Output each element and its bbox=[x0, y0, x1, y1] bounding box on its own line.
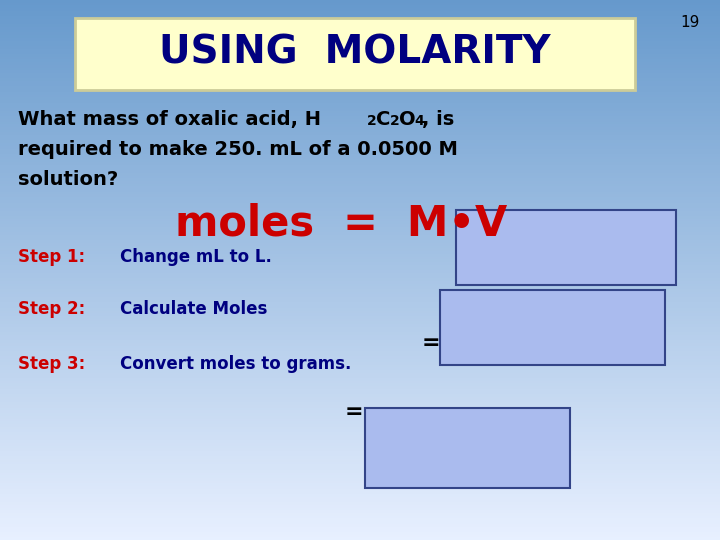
Text: , is: , is bbox=[422, 110, 454, 129]
Text: What mass of oxalic acid, H: What mass of oxalic acid, H bbox=[18, 110, 321, 129]
Text: 2: 2 bbox=[390, 114, 400, 128]
Text: Convert moles to grams.: Convert moles to grams. bbox=[120, 355, 351, 373]
FancyBboxPatch shape bbox=[75, 18, 635, 90]
Text: Step 2:: Step 2: bbox=[18, 300, 85, 318]
Text: C: C bbox=[376, 110, 390, 129]
Text: =: = bbox=[345, 402, 364, 422]
Text: 2: 2 bbox=[367, 114, 377, 128]
Text: 4: 4 bbox=[414, 114, 424, 128]
FancyBboxPatch shape bbox=[440, 290, 665, 365]
Text: 19: 19 bbox=[680, 15, 700, 30]
Text: =: = bbox=[422, 333, 441, 353]
FancyBboxPatch shape bbox=[456, 210, 676, 285]
FancyBboxPatch shape bbox=[365, 408, 570, 488]
Text: Change mL to L.: Change mL to L. bbox=[120, 248, 272, 266]
Text: USING  MOLARITY: USING MOLARITY bbox=[159, 34, 551, 72]
Text: Calculate Moles: Calculate Moles bbox=[120, 300, 267, 318]
Text: O: O bbox=[399, 110, 415, 129]
Text: Step 1:: Step 1: bbox=[18, 248, 85, 266]
Text: moles  =  M•V: moles = M•V bbox=[175, 202, 508, 244]
Text: Step 3:: Step 3: bbox=[18, 355, 85, 373]
Text: solution?: solution? bbox=[18, 170, 118, 189]
Text: required to make 250. mL of a 0.0500 M: required to make 250. mL of a 0.0500 M bbox=[18, 140, 458, 159]
